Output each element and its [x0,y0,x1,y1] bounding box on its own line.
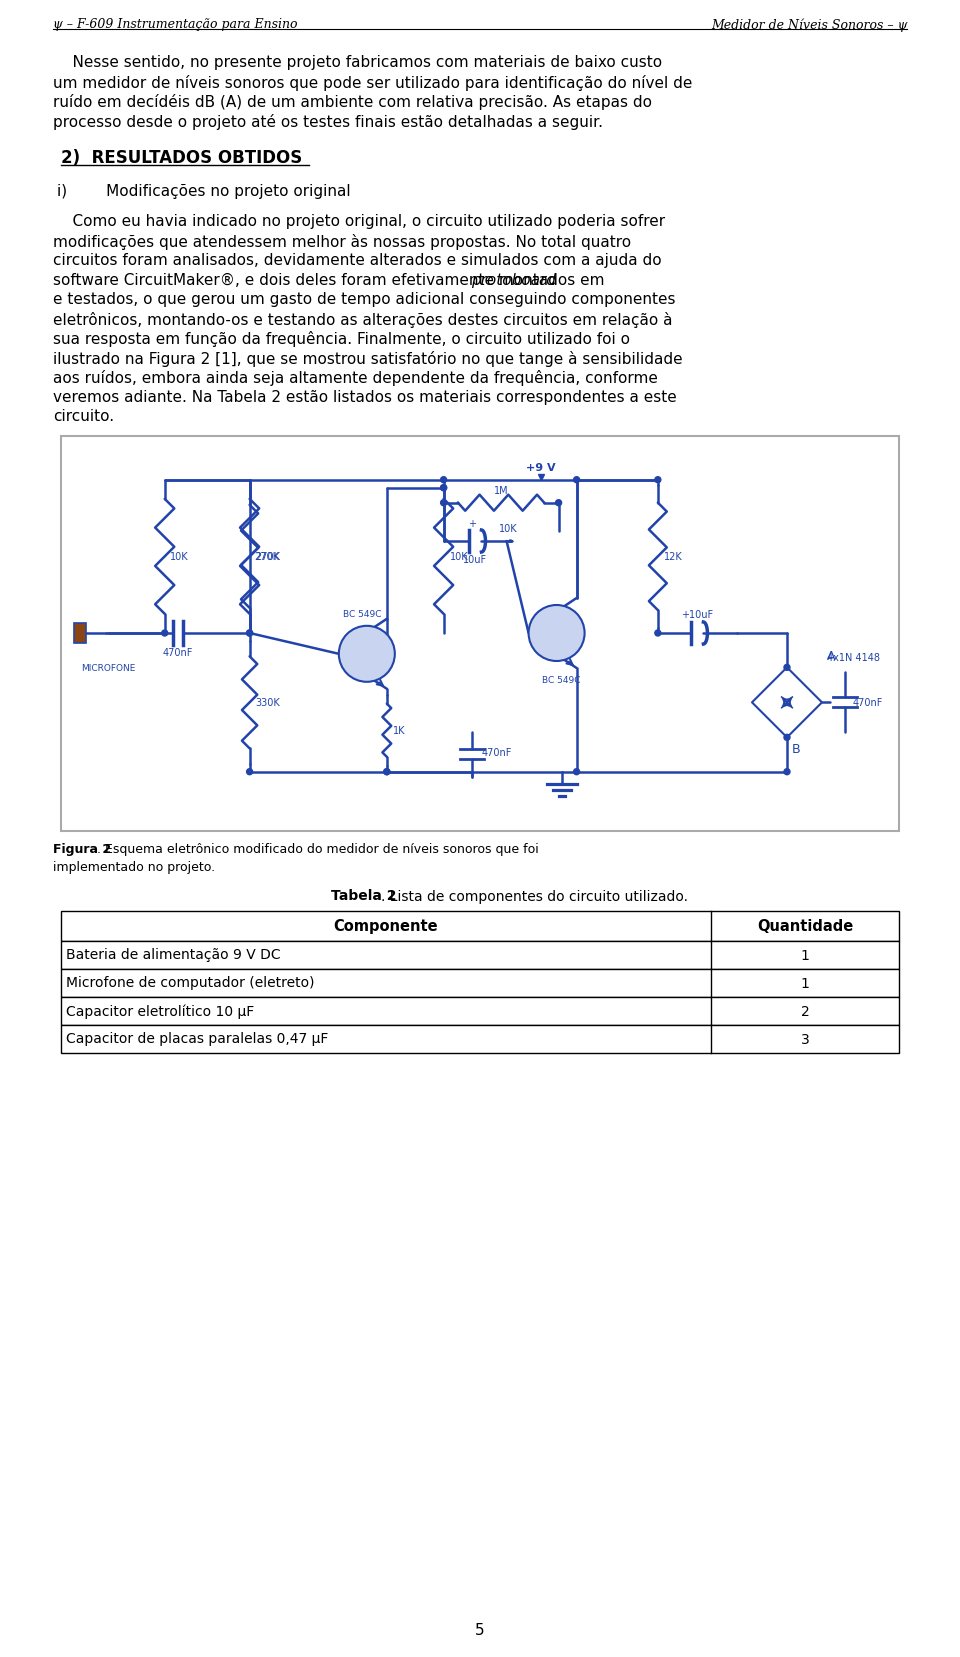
Circle shape [384,769,390,775]
Text: 10K: 10K [170,552,188,562]
Text: 2)  RESULTADOS OBTIDOS: 2) RESULTADOS OBTIDOS [60,149,302,167]
Text: BC 549C: BC 549C [343,610,381,618]
Text: eletrônicos, montando-os e testando as alterações destes circuitos em relação à: eletrônicos, montando-os e testando as a… [53,312,672,328]
Circle shape [161,631,168,636]
Circle shape [655,631,660,636]
Text: B: B [792,742,801,756]
Text: 270K: 270K [254,552,279,562]
Text: +9 V: +9 V [526,462,556,472]
Text: 470nF: 470nF [853,698,883,708]
Text: 4x1N 4148: 4x1N 4148 [827,653,880,663]
Text: 10K: 10K [498,524,517,534]
Bar [60,436,900,832]
Bar [60,941,900,969]
Circle shape [573,477,580,484]
Circle shape [556,500,562,507]
Bar [60,998,900,1026]
Circle shape [784,769,790,775]
Text: protoboard: protoboard [471,272,556,287]
Text: MICROFONE: MICROFONE [81,663,135,673]
Text: um medidor de níveis sonoros que pode ser utilizado para identificação do nível : um medidor de níveis sonoros que pode se… [53,75,692,91]
Circle shape [441,486,446,492]
Circle shape [339,626,395,683]
Text: Capacitor de placas paralelas 0,47 μF: Capacitor de placas paralelas 0,47 μF [66,1032,328,1046]
Text: Componente: Componente [333,918,438,933]
Circle shape [247,769,252,775]
Text: modificações que atendessem melhor às nossas propostas. No total quatro: modificações que atendessem melhor às no… [53,234,631,249]
Text: 470nF: 470nF [162,648,193,658]
Text: sua resposta em função da frequência. Finalmente, o circuito utilizado foi o: sua resposta em função da frequência. Fi… [53,331,630,346]
Circle shape [655,477,660,484]
Text: 10uF: 10uF [464,555,488,565]
Circle shape [573,769,580,775]
Text: 1M: 1M [493,486,509,495]
Text: veremos adiante. Na Tabela 2 estão listados os materiais correspondentes a este: veremos adiante. Na Tabela 2 estão lista… [53,389,677,404]
Circle shape [247,631,252,636]
Text: i)        Modificações no projeto original: i) Modificações no projeto original [57,184,350,199]
Text: Bateria de alimentação 9 V DC: Bateria de alimentação 9 V DC [66,948,280,963]
Text: Nesse sentido, no presente projeto fabricamos com materiais de baixo custo: Nesse sentido, no presente projeto fabri… [53,55,662,70]
Text: Tabela 2: Tabela 2 [331,888,396,903]
Circle shape [441,477,446,484]
Text: 10K: 10K [449,552,468,562]
Circle shape [384,769,390,775]
Text: ruído em decídéis dB (A) de um ambiente com relativa precisão. As etapas do: ruído em decídéis dB (A) de um ambiente … [53,94,652,109]
Text: e testados, o que gerou um gasto de tempo adicional conseguindo componentes: e testados, o que gerou um gasto de temp… [53,292,675,307]
Bar [60,911,900,941]
Text: 12K: 12K [664,552,683,562]
Text: Como eu havia indicado no projeto original, o circuito utilizado poderia sofrer: Como eu havia indicado no projeto origin… [53,214,665,229]
Text: implementado no projeto.: implementado no projeto. [53,862,215,873]
Text: A: A [827,650,835,663]
Text: Microfone de computador (eletreto): Microfone de computador (eletreto) [66,976,314,989]
Text: 2: 2 [801,1004,809,1017]
Bar [60,1026,900,1052]
Text: Medidor de Níveis Sonoros – ψ: Medidor de Níveis Sonoros – ψ [710,18,907,31]
Text: Capacitor eletrolítico 10 μF: Capacitor eletrolítico 10 μF [66,1004,254,1017]
Circle shape [784,736,790,741]
Circle shape [529,606,585,661]
Text: ilustrado na Figura 2 [1], que se mostrou satisfatório no que tange à sensibilid: ilustrado na Figura 2 [1], que se mostro… [53,350,683,366]
Text: +10uF: +10uF [682,610,713,620]
Bar [74,623,85,643]
Circle shape [784,664,790,671]
Text: aos ruídos, embora ainda seja altamente dependente da frequência, conforme: aos ruídos, embora ainda seja altamente … [53,370,658,386]
Text: . Esquema eletrônico modificado do medidor de níveis sonoros que foi: . Esquema eletrônico modificado do medid… [97,843,539,857]
Text: circuito.: circuito. [53,409,114,424]
Text: 3: 3 [801,1032,809,1046]
Text: 1: 1 [801,948,809,963]
Text: software CircuitMaker®, e dois deles foram efetivamente montados em: software CircuitMaker®, e dois deles for… [53,272,610,287]
Text: processo desde o projeto até os testes finais estão detalhadas a seguir.: processo desde o projeto até os testes f… [53,113,603,129]
Text: Quantidade: Quantidade [756,918,853,933]
Text: circuitos foram analisados, devidamente alterados e simulados com a ajuda do: circuitos foram analisados, devidamente … [53,254,661,268]
Text: 270K: 270K [255,552,280,562]
Circle shape [441,486,446,492]
Circle shape [441,500,446,507]
Text: 1K: 1K [393,726,405,736]
Text: ψ – F-609 Instrumentação para Ensino: ψ – F-609 Instrumentação para Ensino [53,18,298,31]
Text: Figura 2: Figura 2 [53,843,111,857]
Text: +: + [468,519,476,529]
Text: 1: 1 [801,976,809,989]
Text: BC 549C: BC 549C [542,676,581,684]
Bar [60,969,900,998]
Text: 5: 5 [475,1622,485,1637]
Circle shape [247,631,252,636]
Text: 330K: 330K [255,698,280,708]
Text: 470nF: 470nF [482,747,512,757]
Text: . Lista de componentes do circuito utilizado.: . Lista de componentes do circuito utili… [381,888,688,903]
